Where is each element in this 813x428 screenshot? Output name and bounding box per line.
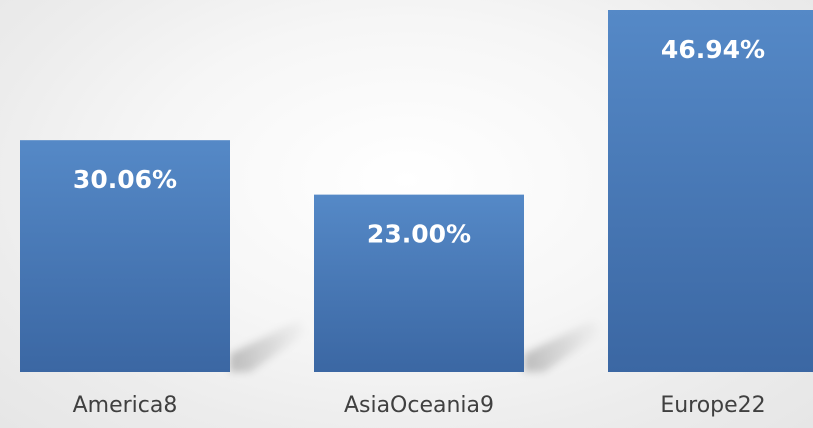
bar-america8: [20, 140, 230, 372]
category-labels: America8 AsiaOceania9 Europe22: [73, 393, 766, 418]
bar-asiaoceania9: [314, 194, 524, 372]
bar-shadows: [230, 320, 602, 372]
value-label-america8: 30.06%: [73, 165, 177, 194]
bar-shadow-asiaoceania9: [524, 320, 602, 372]
category-label-europe22: Europe22: [660, 393, 765, 418]
value-label-asiaoceania9: 23.00%: [367, 220, 471, 249]
value-label-europe22: 46.94%: [661, 35, 765, 64]
bar-europe22: [608, 10, 813, 372]
category-label-asiaoceania9: AsiaOceania9: [344, 393, 494, 418]
bar-shadow-america8: [230, 320, 308, 372]
value-labels: 30.06% 23.00% 46.94%: [73, 35, 765, 249]
bars: [20, 10, 813, 372]
category-label-america8: America8: [73, 393, 178, 418]
